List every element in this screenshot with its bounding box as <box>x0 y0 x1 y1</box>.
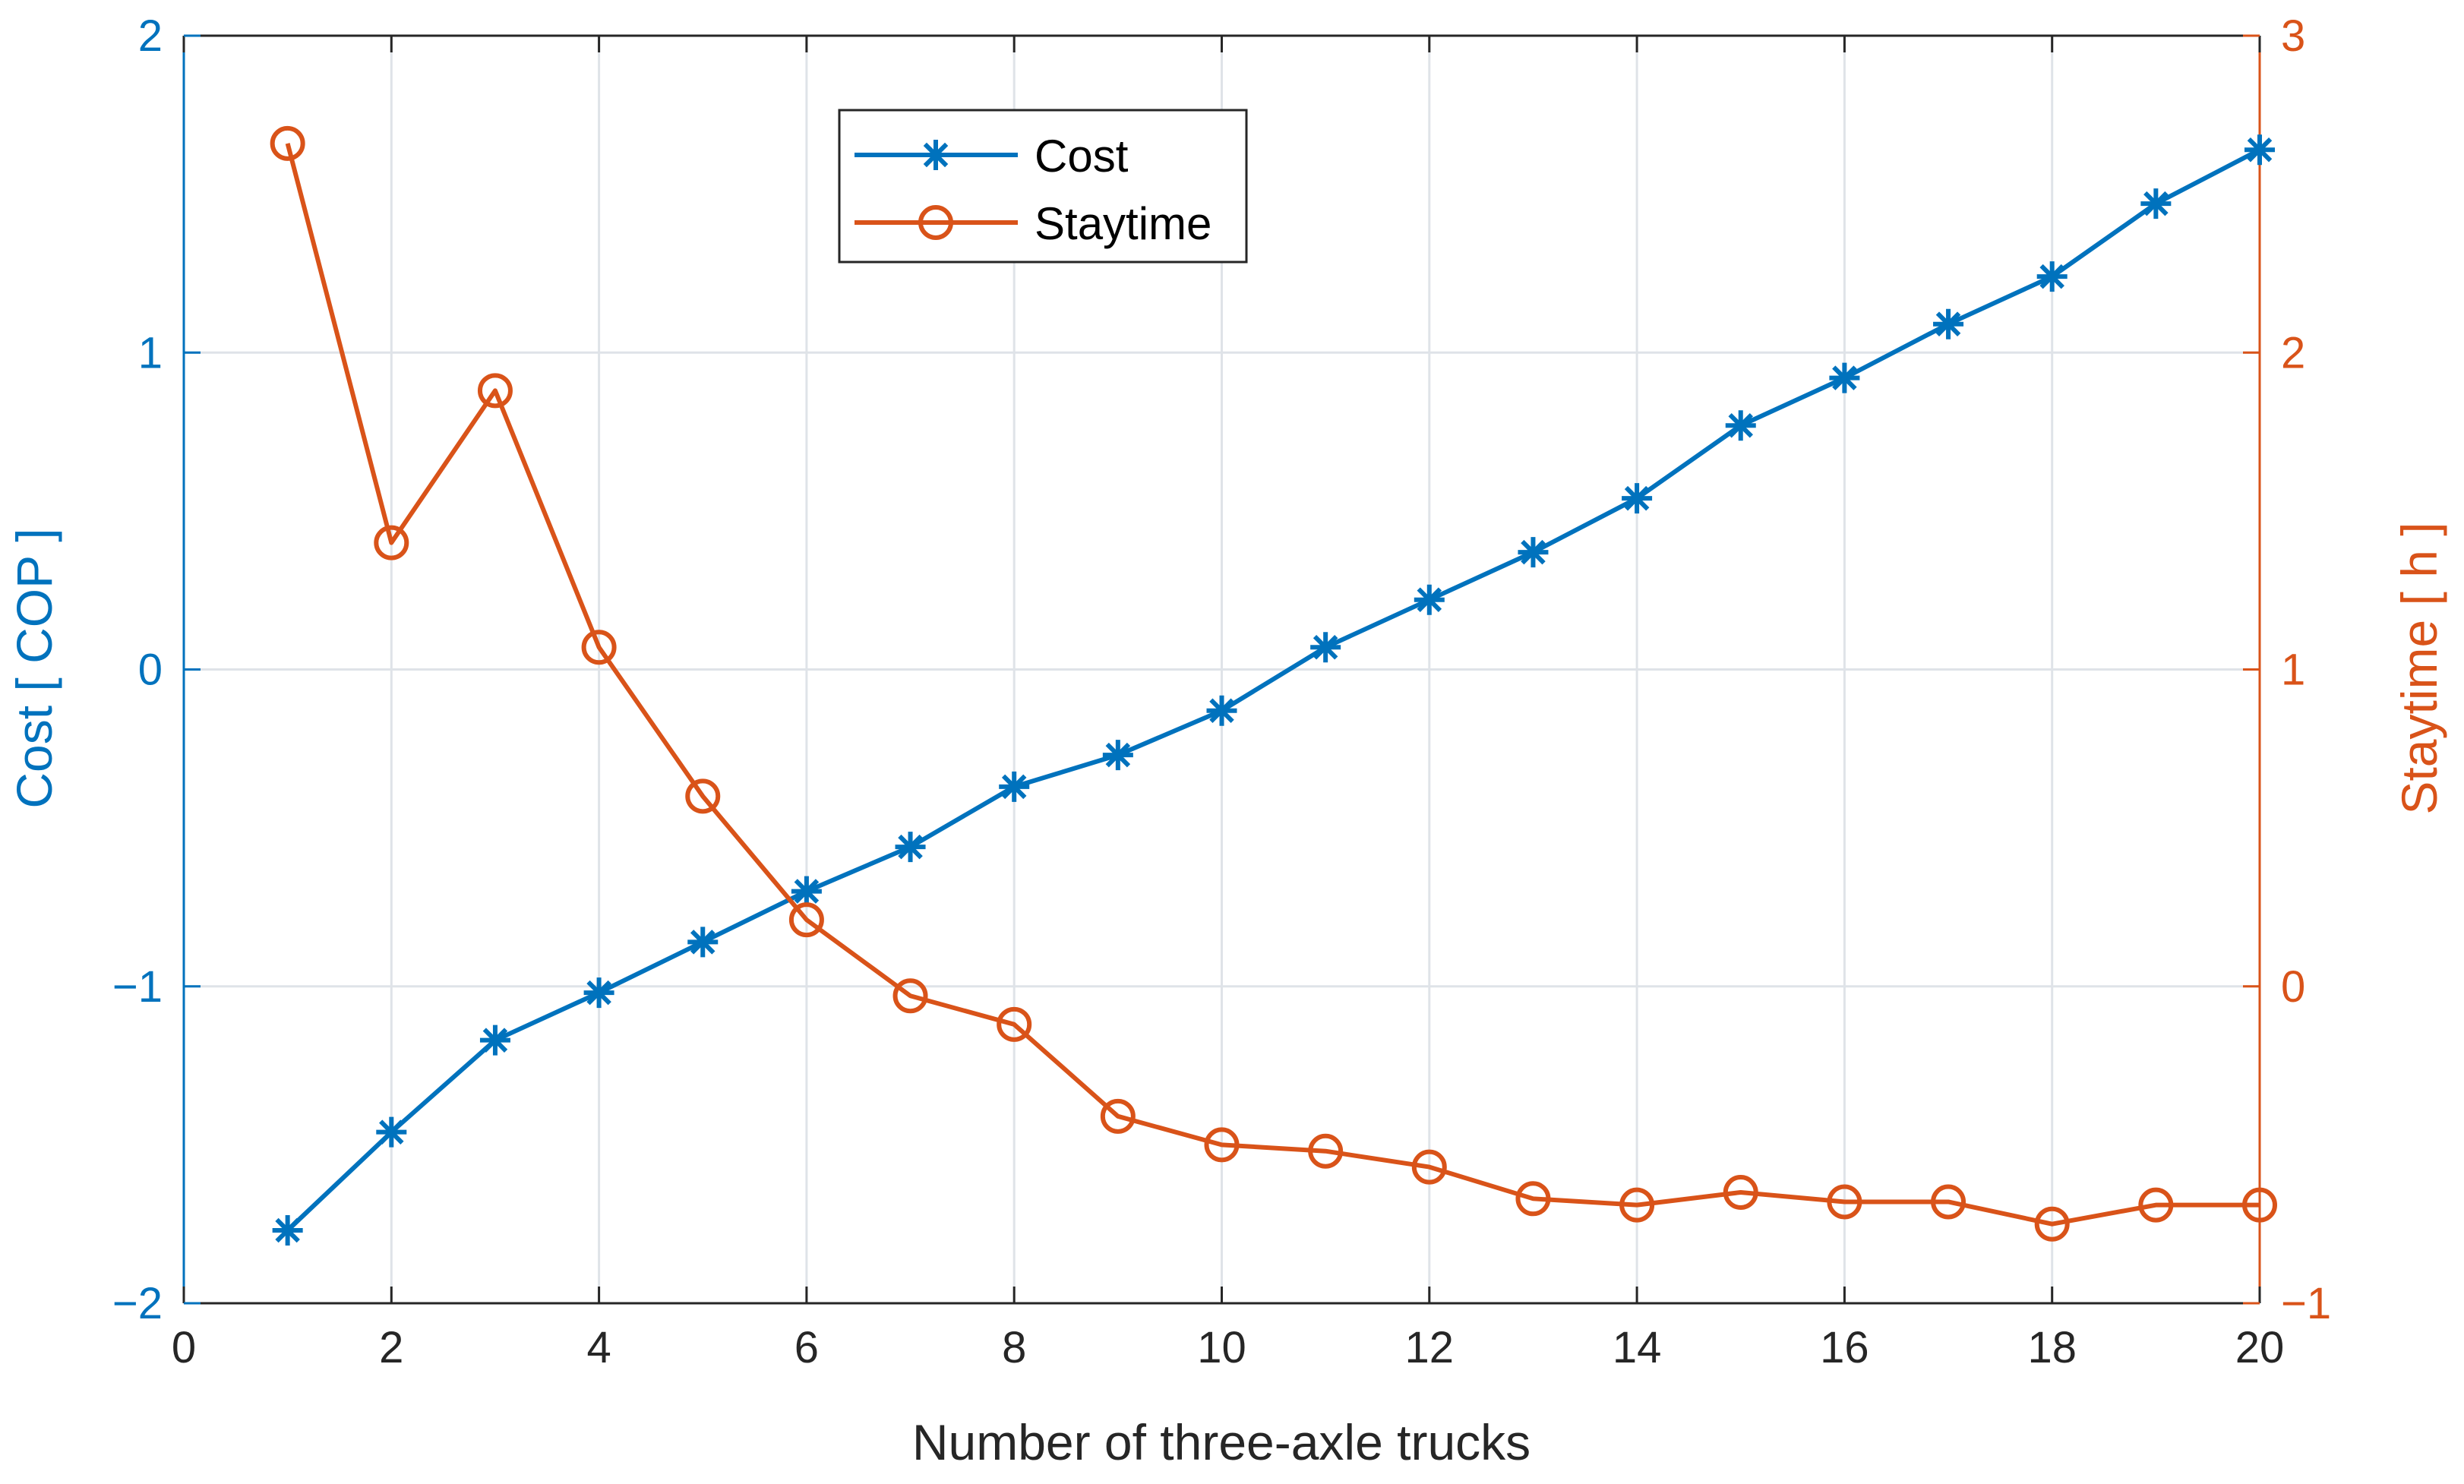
data-point-staytime <box>1723 1174 1758 1210</box>
data-point-cost <box>1725 410 1756 441</box>
y-left-tick-label: 1 <box>138 328 163 377</box>
labels: Number of three-axle trucks Cost [ COP ]… <box>6 522 2447 1470</box>
y-right-tick-label: 1 <box>2281 646 2305 695</box>
data-point-staytime <box>1411 1149 1447 1185</box>
data-point-staytime <box>1931 1184 1966 1220</box>
legend-cost-label: Cost <box>1035 131 1129 182</box>
series-line-cost <box>286 147 2261 1233</box>
x-tick-label: 14 <box>1613 1323 1662 1372</box>
x-tick-label: 0 <box>172 1323 196 1372</box>
data-point-staytime <box>2034 1206 2070 1242</box>
data-point-cost <box>2036 261 2068 292</box>
data-point-cost <box>1102 740 1133 771</box>
y-left-tick-label: −1 <box>112 962 163 1012</box>
x-tick-label: 16 <box>1820 1323 1869 1372</box>
data-point-cost <box>2244 134 2275 166</box>
data-point-cost <box>479 1025 510 1056</box>
legend-asterisk <box>921 140 951 170</box>
y-axis-right-label: Staytime [ h ] <box>2391 522 2447 814</box>
y-right-tick-label: 3 <box>2281 11 2305 61</box>
data-point-cost <box>1622 483 1653 514</box>
data-point-cost <box>1829 362 1860 393</box>
legend-cost-marker <box>921 140 951 170</box>
x-tick-label: 12 <box>1405 1323 1455 1372</box>
data-point-cost <box>1933 308 1964 339</box>
x-tick-label: 6 <box>794 1323 819 1372</box>
x-axis-label: Number of three-axle trucks <box>912 1414 1531 1470</box>
x-tick-label: 18 <box>2027 1323 2077 1372</box>
data-point-staytime <box>1100 1098 1136 1134</box>
data-point-staytime <box>581 630 617 665</box>
legend-staytime-marker <box>918 205 953 240</box>
data-point-cost <box>1518 537 1549 568</box>
legend-box <box>838 109 1248 264</box>
data-point-staytime <box>1204 1127 1240 1163</box>
data-point-staytime <box>788 902 824 938</box>
y-right-tick-label: 0 <box>2281 962 2305 1012</box>
grid-lines <box>184 36 2260 1303</box>
data-point-cost <box>895 832 926 863</box>
data-point-staytime <box>1308 1133 1344 1169</box>
data-point-staytime <box>477 373 513 409</box>
data-point-staytime <box>997 1006 1032 1042</box>
data-point-staytime <box>2242 1187 2277 1223</box>
y-axis-left-label: Cost [ COP ] <box>6 528 62 808</box>
data-point-cost <box>1310 632 1341 663</box>
data-point-cost <box>791 876 822 907</box>
data-point-cost <box>1414 584 1445 615</box>
x-tick-label: 2 <box>379 1323 403 1372</box>
data-point-staytime <box>1619 1187 1655 1223</box>
legend: Cost Staytime <box>838 109 1248 264</box>
y-left-tick-label: 0 <box>138 646 163 695</box>
data-point-cost <box>1206 695 1237 726</box>
data-point-cost <box>2140 188 2172 219</box>
data-point-staytime <box>685 778 721 814</box>
legend-staytime-label: Staytime <box>1035 198 1211 249</box>
series <box>270 125 2277 1246</box>
x-tick-label: 10 <box>1197 1323 1246 1372</box>
data-point-staytime <box>2138 1187 2174 1223</box>
x-tick-label: 4 <box>586 1323 611 1372</box>
y-left-tick-label: −2 <box>112 1279 163 1328</box>
x-tick-label: 20 <box>2235 1323 2285 1372</box>
data-point-cost <box>999 771 1030 802</box>
data-point-staytime <box>892 978 928 1014</box>
data-point-staytime <box>1827 1184 1862 1220</box>
data-point-cost <box>272 1215 303 1246</box>
data-point-cost <box>583 977 614 1009</box>
x-tick-label: 8 <box>1002 1323 1026 1372</box>
data-point-staytime <box>1515 1181 1551 1217</box>
data-point-cost <box>376 1116 407 1148</box>
data-point-staytime <box>374 525 409 560</box>
data-point-cost <box>687 927 719 958</box>
y-left-tick-label: 2 <box>138 11 163 61</box>
y-right-tick-label: −1 <box>2281 1279 2331 1328</box>
y-right-tick-label: 2 <box>2281 328 2305 377</box>
data-point-staytime <box>270 125 305 161</box>
